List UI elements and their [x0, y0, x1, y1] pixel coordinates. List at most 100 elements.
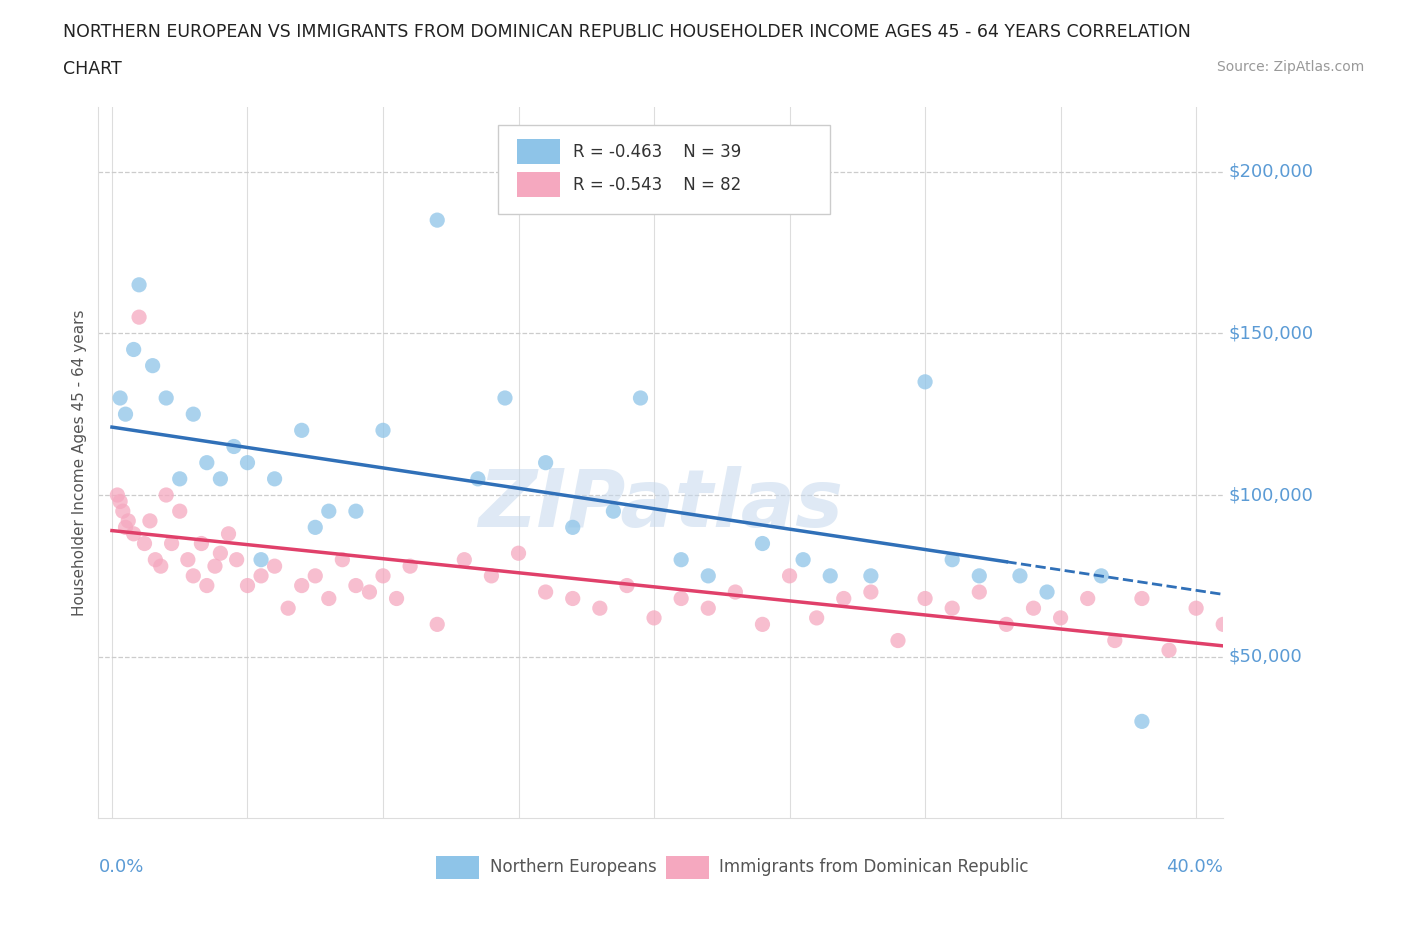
Point: [494, 391, 516, 405]
Point: [792, 552, 814, 567]
Point: [589, 601, 612, 616]
Point: [236, 456, 259, 471]
Point: [108, 494, 131, 509]
Point: [818, 568, 841, 583]
Point: [534, 585, 557, 600]
Point: [128, 277, 150, 292]
Point: [222, 439, 245, 454]
Text: $50,000: $50,000: [1229, 647, 1302, 666]
Point: [263, 559, 285, 574]
Point: [108, 391, 131, 405]
Bar: [666, 857, 709, 879]
Point: [969, 568, 991, 583]
Point: [453, 552, 475, 567]
Point: [1294, 643, 1316, 658]
Point: [277, 601, 299, 616]
Point: [467, 472, 489, 486]
Point: [304, 568, 326, 583]
Y-axis label: Householder Income Ages 45 - 64 years: Householder Income Ages 45 - 64 years: [72, 310, 87, 616]
Point: [1090, 568, 1112, 583]
Point: [291, 423, 314, 438]
Point: [669, 591, 692, 606]
Text: R = -0.543    N = 82: R = -0.543 N = 82: [574, 176, 741, 194]
Text: ZIPatlas: ZIPatlas: [478, 466, 844, 544]
Point: [195, 456, 218, 471]
Point: [169, 504, 191, 519]
Point: [122, 526, 145, 541]
Point: [250, 552, 273, 567]
Point: [669, 552, 692, 567]
Point: [344, 504, 367, 519]
Point: [359, 585, 381, 600]
Point: [859, 585, 882, 600]
Point: [291, 578, 314, 593]
Point: [616, 578, 638, 593]
Point: [139, 513, 162, 528]
Text: R = -0.463    N = 39: R = -0.463 N = 39: [574, 143, 741, 161]
Point: [204, 559, 226, 574]
Point: [941, 552, 963, 567]
Point: [371, 423, 394, 438]
Point: [914, 375, 936, 390]
Point: [160, 536, 183, 551]
Point: [122, 342, 145, 357]
Text: NORTHERN EUROPEAN VS IMMIGRANTS FROM DOMINICAN REPUBLIC HOUSEHOLDER INCOME AGES : NORTHERN EUROPEAN VS IMMIGRANTS FROM DOM…: [63, 23, 1191, 41]
Point: [1036, 585, 1059, 600]
Point: [318, 504, 340, 519]
Point: [111, 504, 134, 519]
Text: CHART: CHART: [63, 60, 122, 78]
Point: [751, 536, 773, 551]
Point: [190, 536, 212, 551]
Point: [218, 526, 240, 541]
Point: [143, 552, 166, 567]
Point: [914, 591, 936, 606]
Point: [426, 213, 449, 228]
Point: [1130, 591, 1153, 606]
Point: [1077, 591, 1099, 606]
Point: [181, 406, 204, 421]
Point: [630, 391, 652, 405]
Point: [304, 520, 326, 535]
Point: [1347, 656, 1369, 671]
FancyBboxPatch shape: [498, 125, 830, 214]
Point: [1185, 601, 1208, 616]
Point: [697, 568, 720, 583]
Point: [1239, 633, 1261, 648]
Point: [561, 591, 583, 606]
Point: [134, 536, 156, 551]
Point: [114, 406, 136, 421]
Point: [534, 456, 557, 471]
Point: [426, 617, 449, 631]
Point: [263, 472, 285, 486]
Point: [155, 391, 177, 405]
Point: [117, 513, 139, 528]
Point: [724, 585, 747, 600]
Bar: [517, 172, 560, 197]
Point: [643, 610, 665, 625]
Text: $200,000: $200,000: [1229, 163, 1313, 180]
Point: [561, 520, 583, 535]
Point: [887, 633, 910, 648]
Point: [1022, 601, 1045, 616]
Point: [941, 601, 963, 616]
Point: [149, 559, 172, 574]
Point: [195, 578, 218, 593]
Point: [169, 472, 191, 486]
Point: [344, 578, 367, 593]
Point: [1130, 714, 1153, 729]
Point: [181, 568, 204, 583]
Point: [318, 591, 340, 606]
Point: [806, 610, 828, 625]
Point: [114, 520, 136, 535]
Point: [832, 591, 855, 606]
Point: [209, 546, 232, 561]
Point: [1267, 623, 1289, 638]
Text: Immigrants from Dominican Republic: Immigrants from Dominican Republic: [720, 858, 1029, 876]
Point: [1320, 721, 1343, 736]
Point: [1008, 568, 1031, 583]
Point: [1104, 633, 1126, 648]
Point: [225, 552, 247, 567]
Point: [250, 568, 273, 583]
Point: [1212, 617, 1234, 631]
Point: [1049, 610, 1071, 625]
